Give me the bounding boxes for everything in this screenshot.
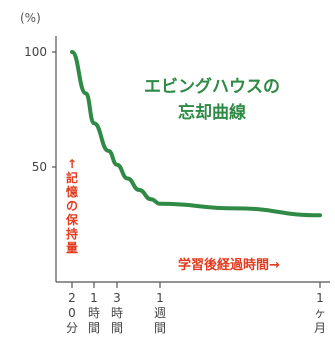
x-tick-label: ヶ [314,306,326,320]
x-tick-label: 週 [154,306,166,320]
axes [55,36,330,283]
retention-annotation-char: ↑ [67,157,77,171]
retention-annotation-char: 持 [66,226,78,241]
x-tick-label: 1 [90,291,98,305]
chart-title-line: エビングハウスの [144,76,280,97]
retention-annotation-char: の [66,199,78,213]
x-tick-label: 間 [88,321,100,335]
x-tick-label: 2 [68,291,76,305]
y-tick-label: 100 [24,45,47,59]
y-ticks: 100 50 [24,45,56,174]
chart-title-line: 忘却曲線 [178,102,246,123]
retention-annotation-char: 保 [65,212,79,227]
y-axis-unit: (%) [20,11,41,25]
x-tick-label: 間 [154,321,166,335]
x-tick-label: 分 [66,321,78,335]
x-tick-label: 1 [156,291,164,305]
series-layer [70,50,322,218]
retention-annotation-char: 憶 [66,184,78,199]
x-tick-label: 月 [314,321,326,335]
retention-annotation-char: 量 [66,241,78,255]
y-tick-label: 50 [32,160,47,174]
x-tick-label: 時 [88,306,100,320]
x-tick-label: 間 [111,321,123,335]
retention-annotation-char: 記 [66,170,78,185]
x-tick-label: 1 [316,291,324,305]
forgetting-curve-line [70,50,322,218]
x-tick-label: 3 [113,291,121,305]
x-tick-label: 0 [68,306,76,320]
x-tick-label: 時 [111,306,123,320]
x-axis-annotation: 学習後経過時間→ [178,257,280,273]
